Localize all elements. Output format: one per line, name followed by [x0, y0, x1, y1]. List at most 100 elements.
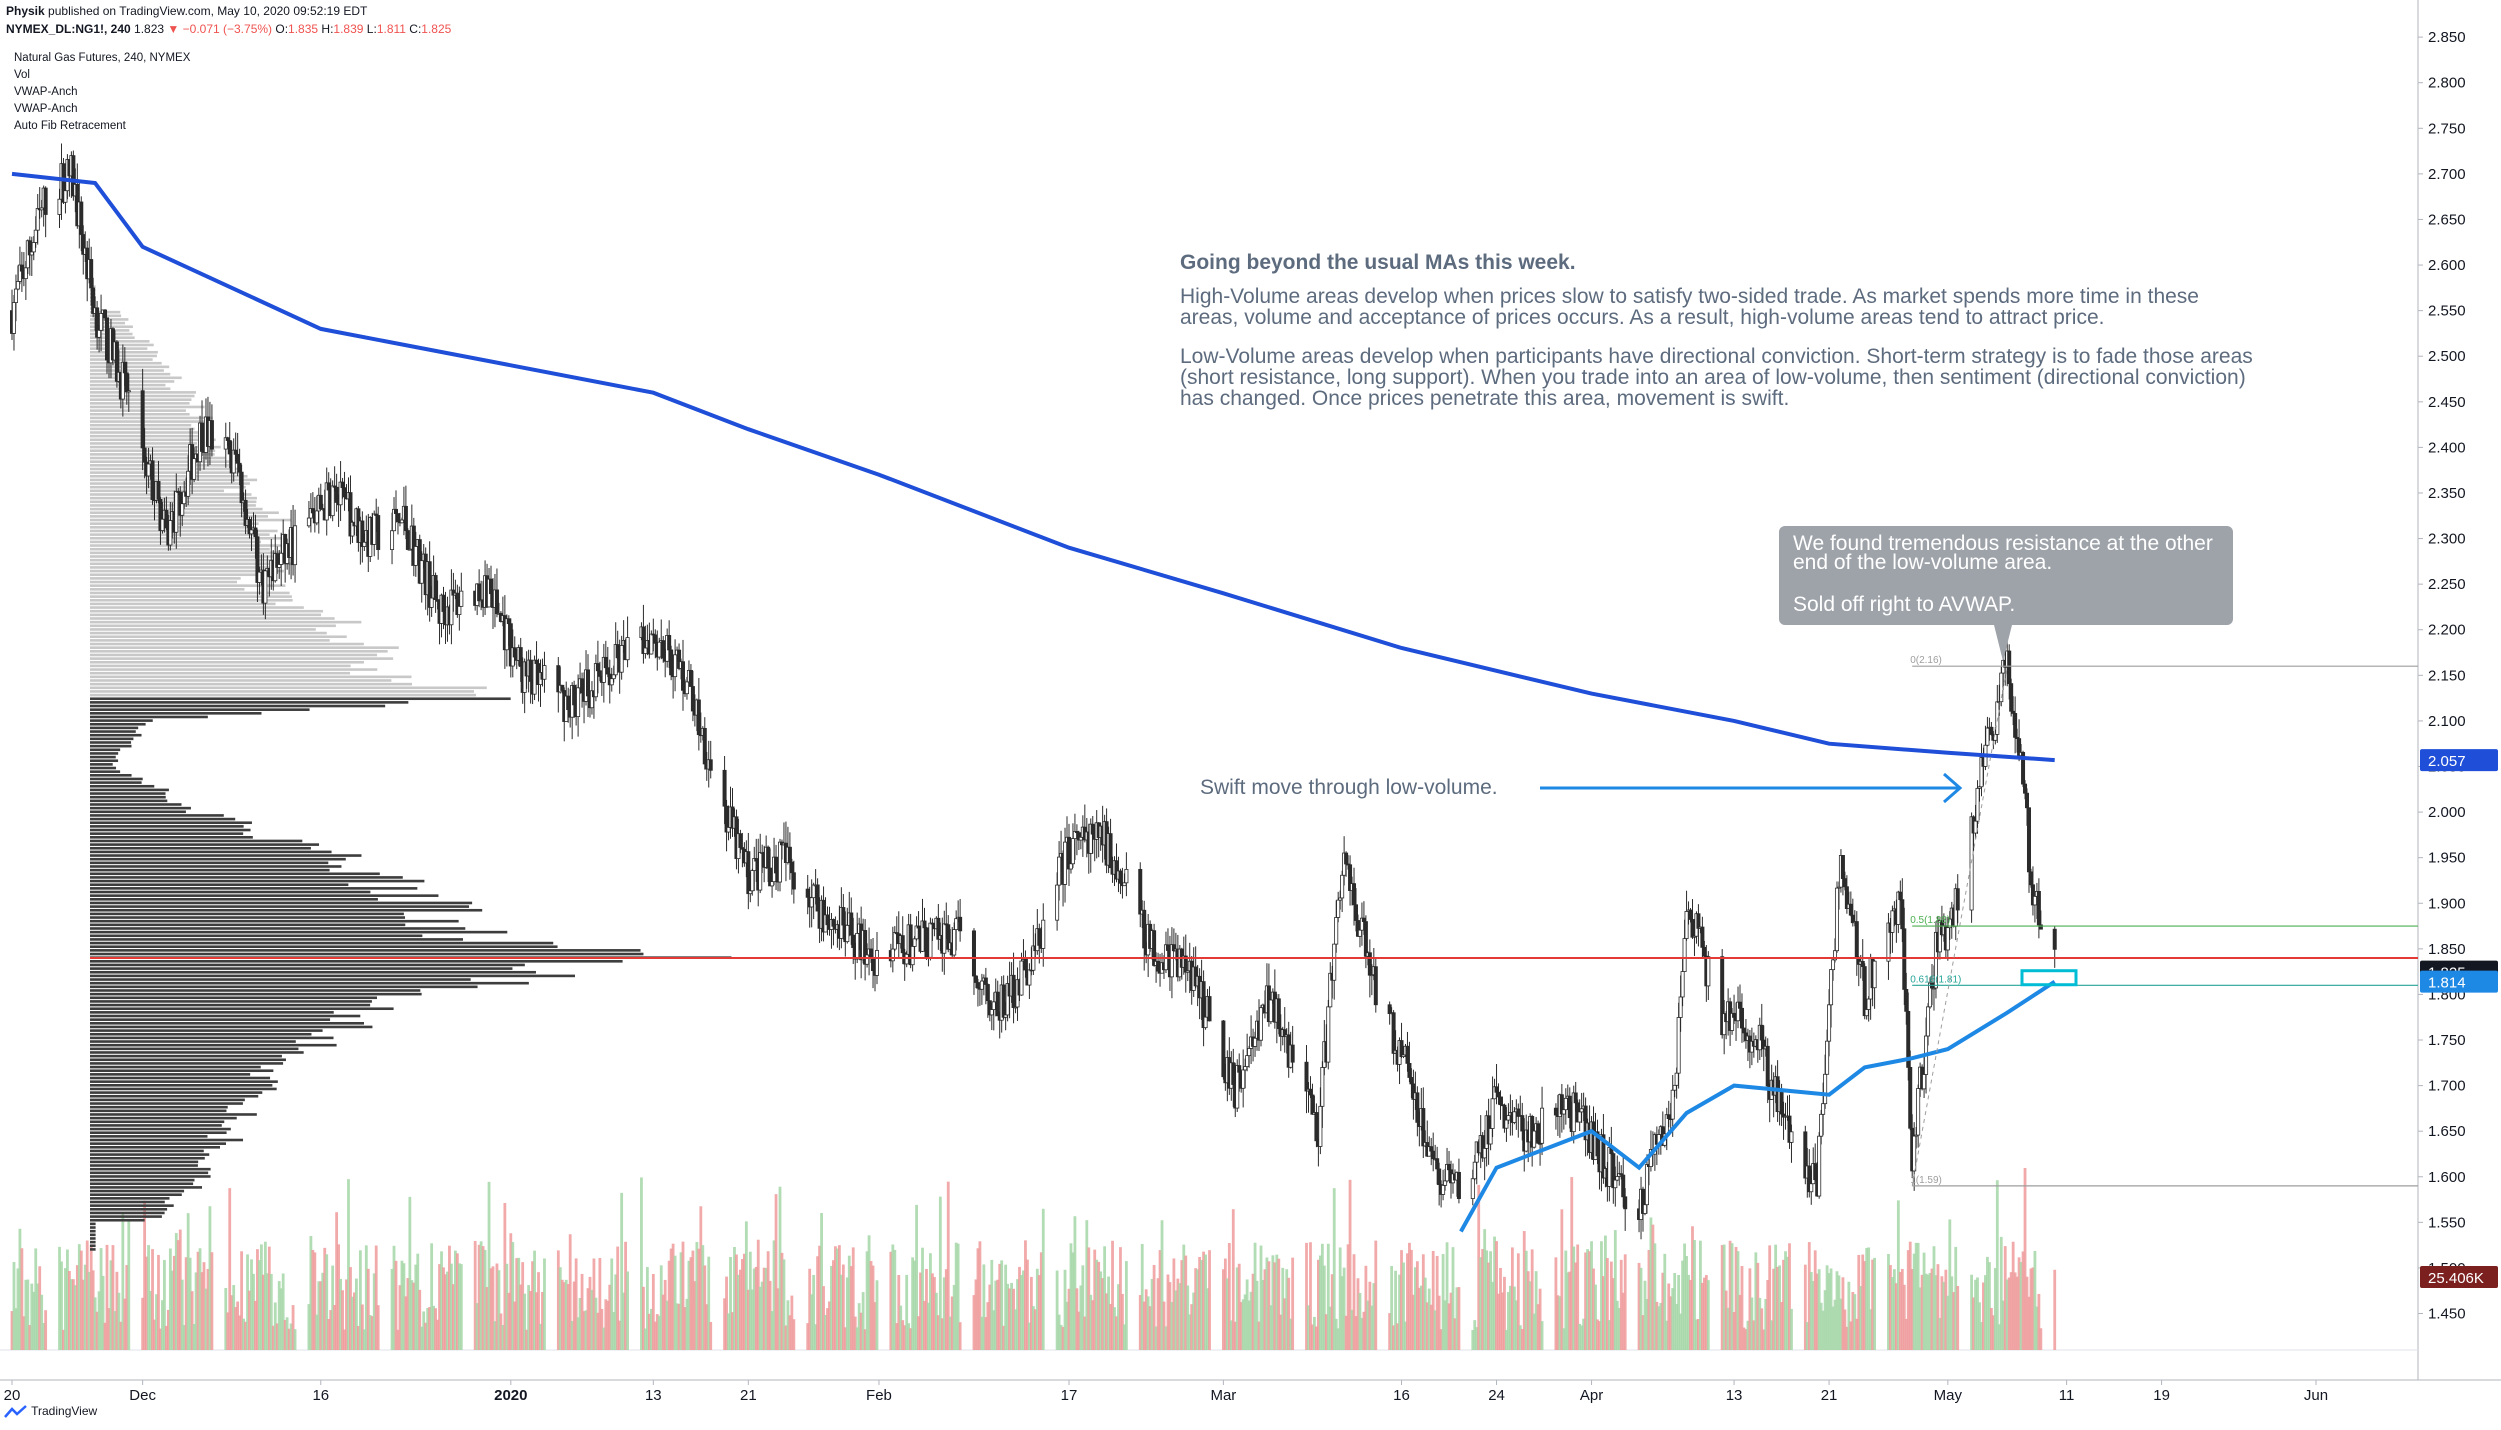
candle-down [2026, 807, 2031, 873]
volume-bar [1417, 1287, 1421, 1350]
profile-row-dark [90, 1047, 299, 1051]
candle-down [1989, 726, 1994, 735]
volume-bar [1340, 1276, 1344, 1350]
volume-bar [818, 1245, 821, 1350]
price-tick-label: 2.650 [2428, 211, 2466, 228]
volume-bar [729, 1256, 732, 1350]
volume-bar [1366, 1300, 1370, 1350]
profile-row-dark [90, 1076, 271, 1080]
candle-up [413, 546, 418, 566]
volume-bar [73, 1285, 77, 1350]
candle-down [1344, 852, 1349, 865]
author-name[interactable]: Physik [6, 4, 45, 18]
profile-row-dark [90, 1069, 274, 1073]
profile-row-light [90, 555, 294, 558]
legend-vwap-1[interactable]: VWAP-Anch [14, 86, 78, 98]
legend-series[interactable]: Natural Gas Futures, 240, NYMEX [14, 52, 191, 64]
volume-bar [1910, 1268, 1914, 1350]
profile-row-light [90, 577, 241, 580]
profile-row-dark [90, 825, 244, 828]
candle-down [702, 727, 707, 765]
volume-bar [1837, 1275, 1841, 1350]
candle-down [1001, 984, 1006, 1018]
profile-row-dark [90, 1153, 210, 1156]
profile-row-dark [90, 981, 529, 985]
volume-bar [1562, 1328, 1566, 1350]
candle-down [1553, 1107, 1558, 1116]
volume-bar [1396, 1323, 1399, 1350]
candle-down [441, 594, 446, 612]
volume-bar [1641, 1315, 1645, 1350]
volume-bar [1940, 1276, 1944, 1350]
volume-bar [481, 1246, 485, 1350]
legend-vwap-2[interactable]: VWAP-Anch [14, 103, 78, 115]
volume-bar [847, 1255, 851, 1350]
vwap-anchored-long-line [11, 171, 2055, 763]
volume-bar [948, 1316, 952, 1350]
volume-bar [1138, 1295, 1142, 1350]
tradingview-logo[interactable]: TradingView [4, 1404, 97, 1419]
volume-bar [1223, 1258, 1227, 1350]
candle-down [2036, 890, 2041, 926]
volume-bar [649, 1308, 653, 1350]
volume-bar [812, 1274, 816, 1350]
volume-bar [1988, 1262, 1991, 1350]
profile-row-light [90, 628, 316, 631]
profile-row-dark [90, 1138, 244, 1142]
volume-bar [170, 1270, 174, 1350]
volume-bar [1330, 1274, 1334, 1350]
volume-bar [402, 1263, 406, 1350]
price-axis-badge-label: 1.814 [2428, 975, 2466, 992]
candle-up [845, 924, 850, 943]
candle-down [871, 957, 876, 972]
candle-up [1241, 1069, 1246, 1089]
volume-bar [287, 1328, 291, 1350]
candle-up [1615, 1176, 1620, 1181]
volume-bar [1835, 1271, 1839, 1350]
profile-row-dark [90, 927, 466, 930]
profile-row-dark [90, 1102, 243, 1105]
candle-up [314, 510, 319, 524]
candle-up [29, 251, 34, 256]
price-tick-label: 2.150 [2428, 667, 2466, 684]
volume-bar [1184, 1255, 1188, 1350]
candle-up [1563, 1097, 1568, 1111]
legend-volume[interactable]: Vol [14, 69, 30, 81]
volume-bar [1146, 1296, 1150, 1350]
time-tick-label: 21 [740, 1387, 757, 1404]
volume-bar [895, 1323, 899, 1350]
volume-bar [38, 1266, 42, 1350]
candle-down [1621, 1174, 1626, 1198]
candle-up [1334, 917, 1339, 945]
candle-down [2052, 928, 2057, 950]
volume-bar [826, 1308, 829, 1350]
candle-up [33, 229, 38, 243]
volume-bar [1231, 1209, 1235, 1350]
volume-bar [204, 1288, 208, 1350]
volume-bar [442, 1267, 445, 1350]
legend-fib[interactable]: Auto Fib Retracement [14, 120, 126, 132]
volume-bar [1229, 1320, 1233, 1350]
candle-down [597, 670, 602, 677]
volume-bar [608, 1284, 612, 1350]
candle-down [696, 699, 701, 736]
volume-bar [1738, 1294, 1742, 1350]
price-tick-label: 2.850 [2428, 29, 2466, 46]
candle-down [1142, 909, 1147, 949]
volume-bar [1433, 1310, 1437, 1350]
volume-bar [414, 1264, 418, 1350]
candle-down [1496, 1091, 1501, 1098]
volume-bar [1182, 1244, 1186, 1350]
volume-bar [1873, 1257, 1876, 1350]
volume-bar [85, 1240, 89, 1350]
volume-bar [509, 1233, 513, 1350]
profile-row-light [90, 474, 248, 478]
volume-bar [1342, 1267, 1346, 1350]
volume-bar [271, 1325, 275, 1350]
candle-down [79, 201, 84, 235]
volume-bar [1657, 1306, 1661, 1350]
volume-bar [1821, 1310, 1825, 1350]
profile-row-dark [90, 894, 439, 897]
volume-bar [1645, 1298, 1649, 1350]
